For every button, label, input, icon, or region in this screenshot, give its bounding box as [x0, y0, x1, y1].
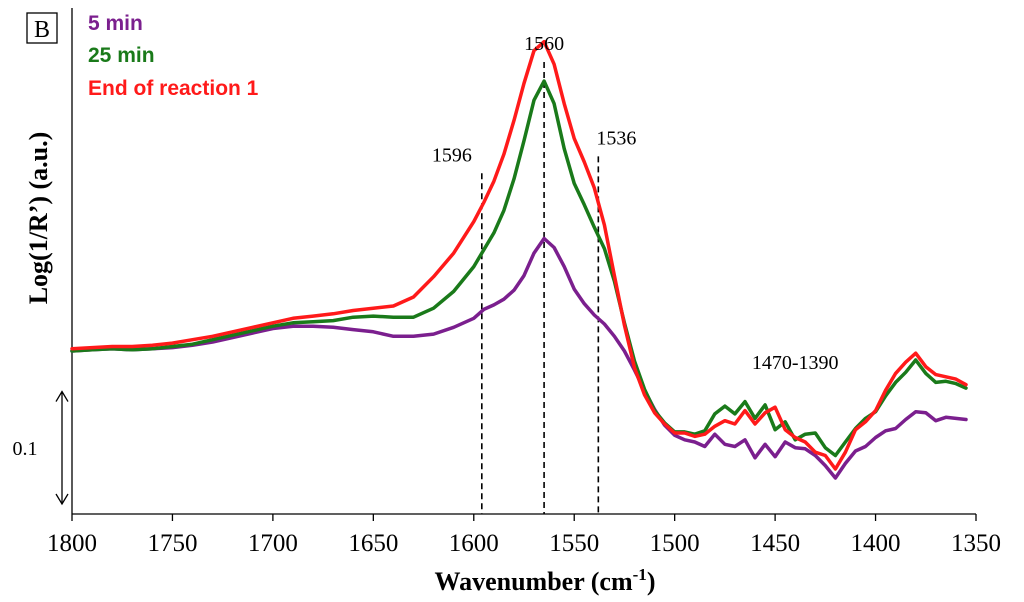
series-line-25-min: [70, 79, 968, 458]
series-line-5-min: [70, 236, 968, 480]
chart-labels: 1596 1560 1536 1470-1390: [432, 33, 839, 374]
scale-bar-label: 0.1: [13, 438, 38, 460]
scale-bar-arrow-bottom: [55, 493, 69, 506]
series-lines: [70, 39, 968, 480]
x-tick-label-1500: 1500: [650, 530, 700, 557]
series-line-end-of-reaction-1: [70, 39, 968, 471]
peak-label-1536: 1536: [596, 127, 636, 149]
scale-bar-arrow-top: [55, 390, 69, 402]
scale-bar: 0.1: [13, 390, 69, 506]
x-tick-label-1550: 1550: [549, 530, 599, 557]
panel-label: B: [34, 17, 50, 43]
peak-label-1596: 1596: [432, 144, 472, 166]
peak-label-1560: 1560: [524, 33, 564, 55]
x-tick-label-1350: 1350: [951, 530, 1001, 557]
panel-label-box: [26, 12, 58, 44]
legend: 5 min 25 min End of reaction 1: [88, 12, 259, 100]
x-tick-label-1600: 1600: [449, 530, 499, 557]
x-tick-label-1450: 1450: [750, 530, 800, 557]
y-axis-title: Log(1/R’) (a.u.): [24, 132, 53, 305]
x-tick-label-1700: 1700: [248, 530, 298, 557]
x-tick-label-1650: 1650: [348, 530, 398, 557]
x-axis-title: Wavenumber (cm-1): [435, 565, 656, 596]
legend-label-5-min: 5 min: [88, 12, 143, 35]
legend-label-end-of-reaction: End of reaction 1: [88, 77, 259, 100]
peak-guides: [481, 61, 600, 514]
x-axis-title-sup: -1: [633, 565, 647, 584]
axes: 1800 1750 1700 1650 1600 1550 1500 1450 1400 1350: [47, 8, 1001, 557]
x-tick-label-1800: 1800: [47, 530, 97, 557]
x-axis-title-close: ): [647, 567, 656, 596]
x-axis-title-main: Wavenumber (cm: [435, 567, 633, 596]
region-label-1470-1390: 1470-1390: [752, 352, 839, 374]
x-tick-label-1750: 1750: [147, 530, 197, 557]
legend-label-25-min: 25 min: [88, 44, 155, 67]
x-tick-label-1400: 1400: [851, 530, 901, 557]
